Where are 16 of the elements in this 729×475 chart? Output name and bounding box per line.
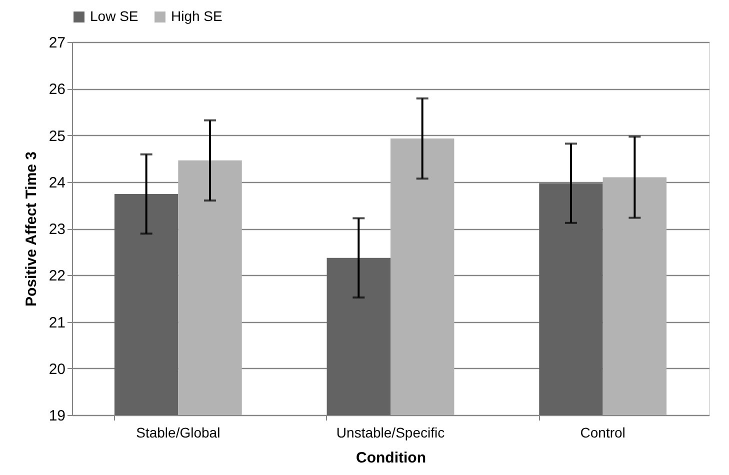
y-tick-label: 19 (48, 408, 66, 424)
x-tick-label: Unstable/Specific (336, 424, 445, 440)
x-tick-label: Control (580, 424, 626, 440)
y-tick-label: 24 (48, 174, 66, 192)
y-axis-title: Positive Affect Time 3 (22, 151, 40, 307)
y-tick-label: 20 (48, 360, 66, 378)
y-tick-label: 23 (48, 221, 66, 238)
y-tick-label: 25 (48, 128, 66, 145)
y-tick-label: 22 (48, 268, 66, 285)
legend-label: High SE (171, 8, 222, 24)
y-tick-label: 27 (48, 34, 66, 52)
y-tick-label: 26 (48, 81, 66, 98)
y-tick-label: 21 (48, 314, 66, 332)
legend-label: Low SE (90, 8, 138, 24)
x-tick-label: Stable/Global (136, 424, 220, 440)
x-axis-title: Condition (356, 450, 426, 466)
